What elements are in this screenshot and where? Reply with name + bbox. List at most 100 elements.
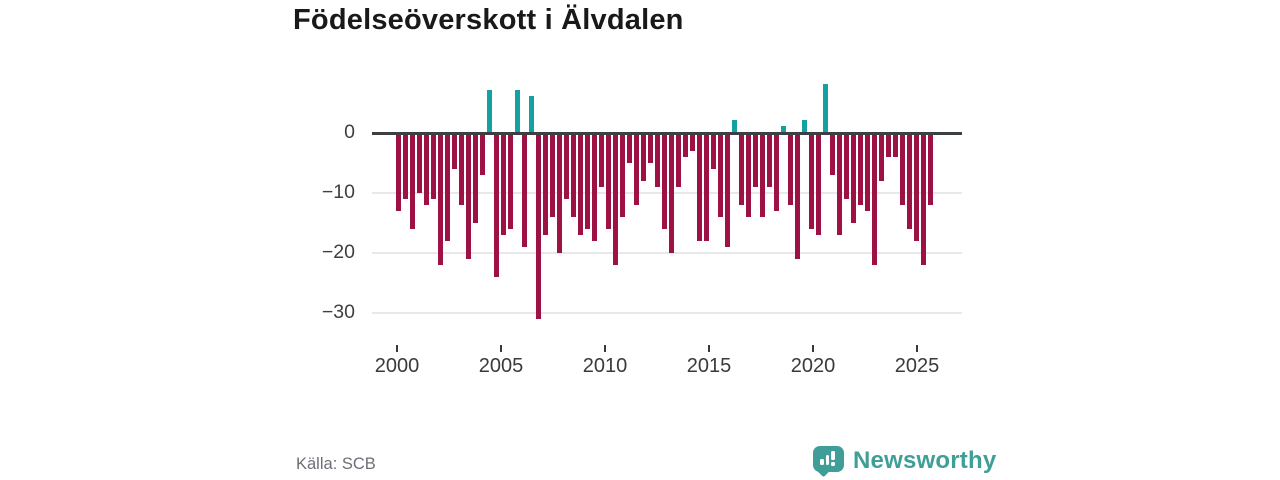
bar: [619, 134, 625, 217]
bar: [402, 134, 408, 199]
bar: [409, 134, 415, 229]
bar: [661, 134, 667, 229]
x-axis-tick-label: 2015: [686, 355, 732, 377]
bar: [479, 134, 485, 175]
bar: [829, 134, 835, 175]
x-axis-tick-label: 2010: [582, 355, 628, 377]
gridline: [372, 192, 962, 194]
bar: [773, 134, 779, 211]
bar: [724, 134, 730, 247]
newsworthy-wordmark: Newsworthy: [853, 447, 997, 474]
y-axis-tick-label: 0: [344, 121, 355, 143]
bar: [836, 134, 842, 235]
gridline: [372, 252, 962, 254]
x-axis-tick: [396, 345, 398, 352]
x-axis-tick-label: 2025: [894, 355, 940, 377]
x-axis-tick-label: 2020: [790, 355, 836, 377]
bar: [920, 134, 926, 265]
x-axis-tick: [812, 345, 814, 352]
bar: [493, 134, 499, 277]
bar: [430, 134, 436, 199]
x-axis-tick: [708, 345, 710, 352]
bar: [437, 134, 443, 265]
y-axis-tick-label: −20: [321, 241, 355, 263]
bar: [808, 134, 814, 229]
bar: [444, 134, 450, 241]
bar: [738, 134, 744, 205]
bar: [521, 134, 527, 247]
bar: [927, 134, 933, 205]
bar: [577, 134, 583, 235]
bar: [472, 134, 478, 223]
bar: [395, 134, 401, 211]
bar: [500, 134, 506, 235]
bar: [689, 134, 695, 151]
bar: [563, 134, 569, 199]
bar: [633, 134, 639, 205]
bar: [703, 134, 709, 241]
bar: [871, 134, 877, 265]
x-axis-tick: [500, 345, 502, 352]
bar: [752, 134, 758, 187]
bar: [878, 134, 884, 181]
bar: [731, 119, 737, 132]
bar: [682, 134, 688, 157]
bar: [787, 134, 793, 205]
x-axis-tick: [604, 345, 606, 352]
bar: [556, 134, 562, 253]
newsworthy-bubble-chart-icon: [813, 445, 844, 477]
bar: [465, 134, 471, 259]
bar: [423, 134, 429, 205]
bar: [906, 134, 912, 229]
bar: [647, 134, 653, 163]
bar: [815, 134, 821, 235]
bar: [542, 134, 548, 235]
bar: [843, 134, 849, 199]
bar: [640, 134, 646, 181]
bar: [549, 134, 555, 217]
bar: [675, 134, 681, 187]
gridline: [372, 312, 962, 314]
plot-area: [372, 70, 962, 340]
bar: [885, 134, 891, 157]
bar: [864, 134, 870, 211]
bar: [913, 134, 919, 241]
bar: [780, 125, 786, 132]
chart-title: Födelseöverskott i Älvdalen: [293, 4, 684, 36]
bar: [598, 134, 604, 187]
zero-axis-line: [372, 131, 962, 135]
bar: [612, 134, 618, 265]
bar: [584, 134, 590, 229]
bar: [745, 134, 751, 217]
bar: [759, 134, 765, 217]
bar: [822, 83, 828, 132]
bar: [766, 134, 772, 187]
bar: [416, 134, 422, 193]
bar: [507, 134, 513, 229]
y-axis-tick-label: −30: [321, 301, 355, 323]
bar: [654, 134, 660, 187]
bar: [591, 134, 597, 241]
bar: [794, 134, 800, 259]
newsworthy-logo: Newsworthy: [813, 444, 996, 478]
x-axis-tick-label: 2000: [374, 355, 420, 377]
bar: [605, 134, 611, 229]
bar: [892, 134, 898, 157]
bar: [514, 89, 520, 132]
bar: [668, 134, 674, 253]
bar: [850, 134, 856, 223]
bar: [570, 134, 576, 217]
source-label: Källa: SCB: [296, 455, 376, 473]
bar: [696, 134, 702, 241]
bar: [717, 134, 723, 217]
y-axis-tick-label: −10: [321, 181, 355, 203]
bar: [710, 134, 716, 169]
bar: [458, 134, 464, 205]
bar: [801, 119, 807, 132]
bar: [535, 134, 541, 319]
bar: [626, 134, 632, 163]
bar: [528, 95, 534, 132]
bar: [451, 134, 457, 169]
x-axis-tick-label: 2005: [478, 355, 524, 377]
